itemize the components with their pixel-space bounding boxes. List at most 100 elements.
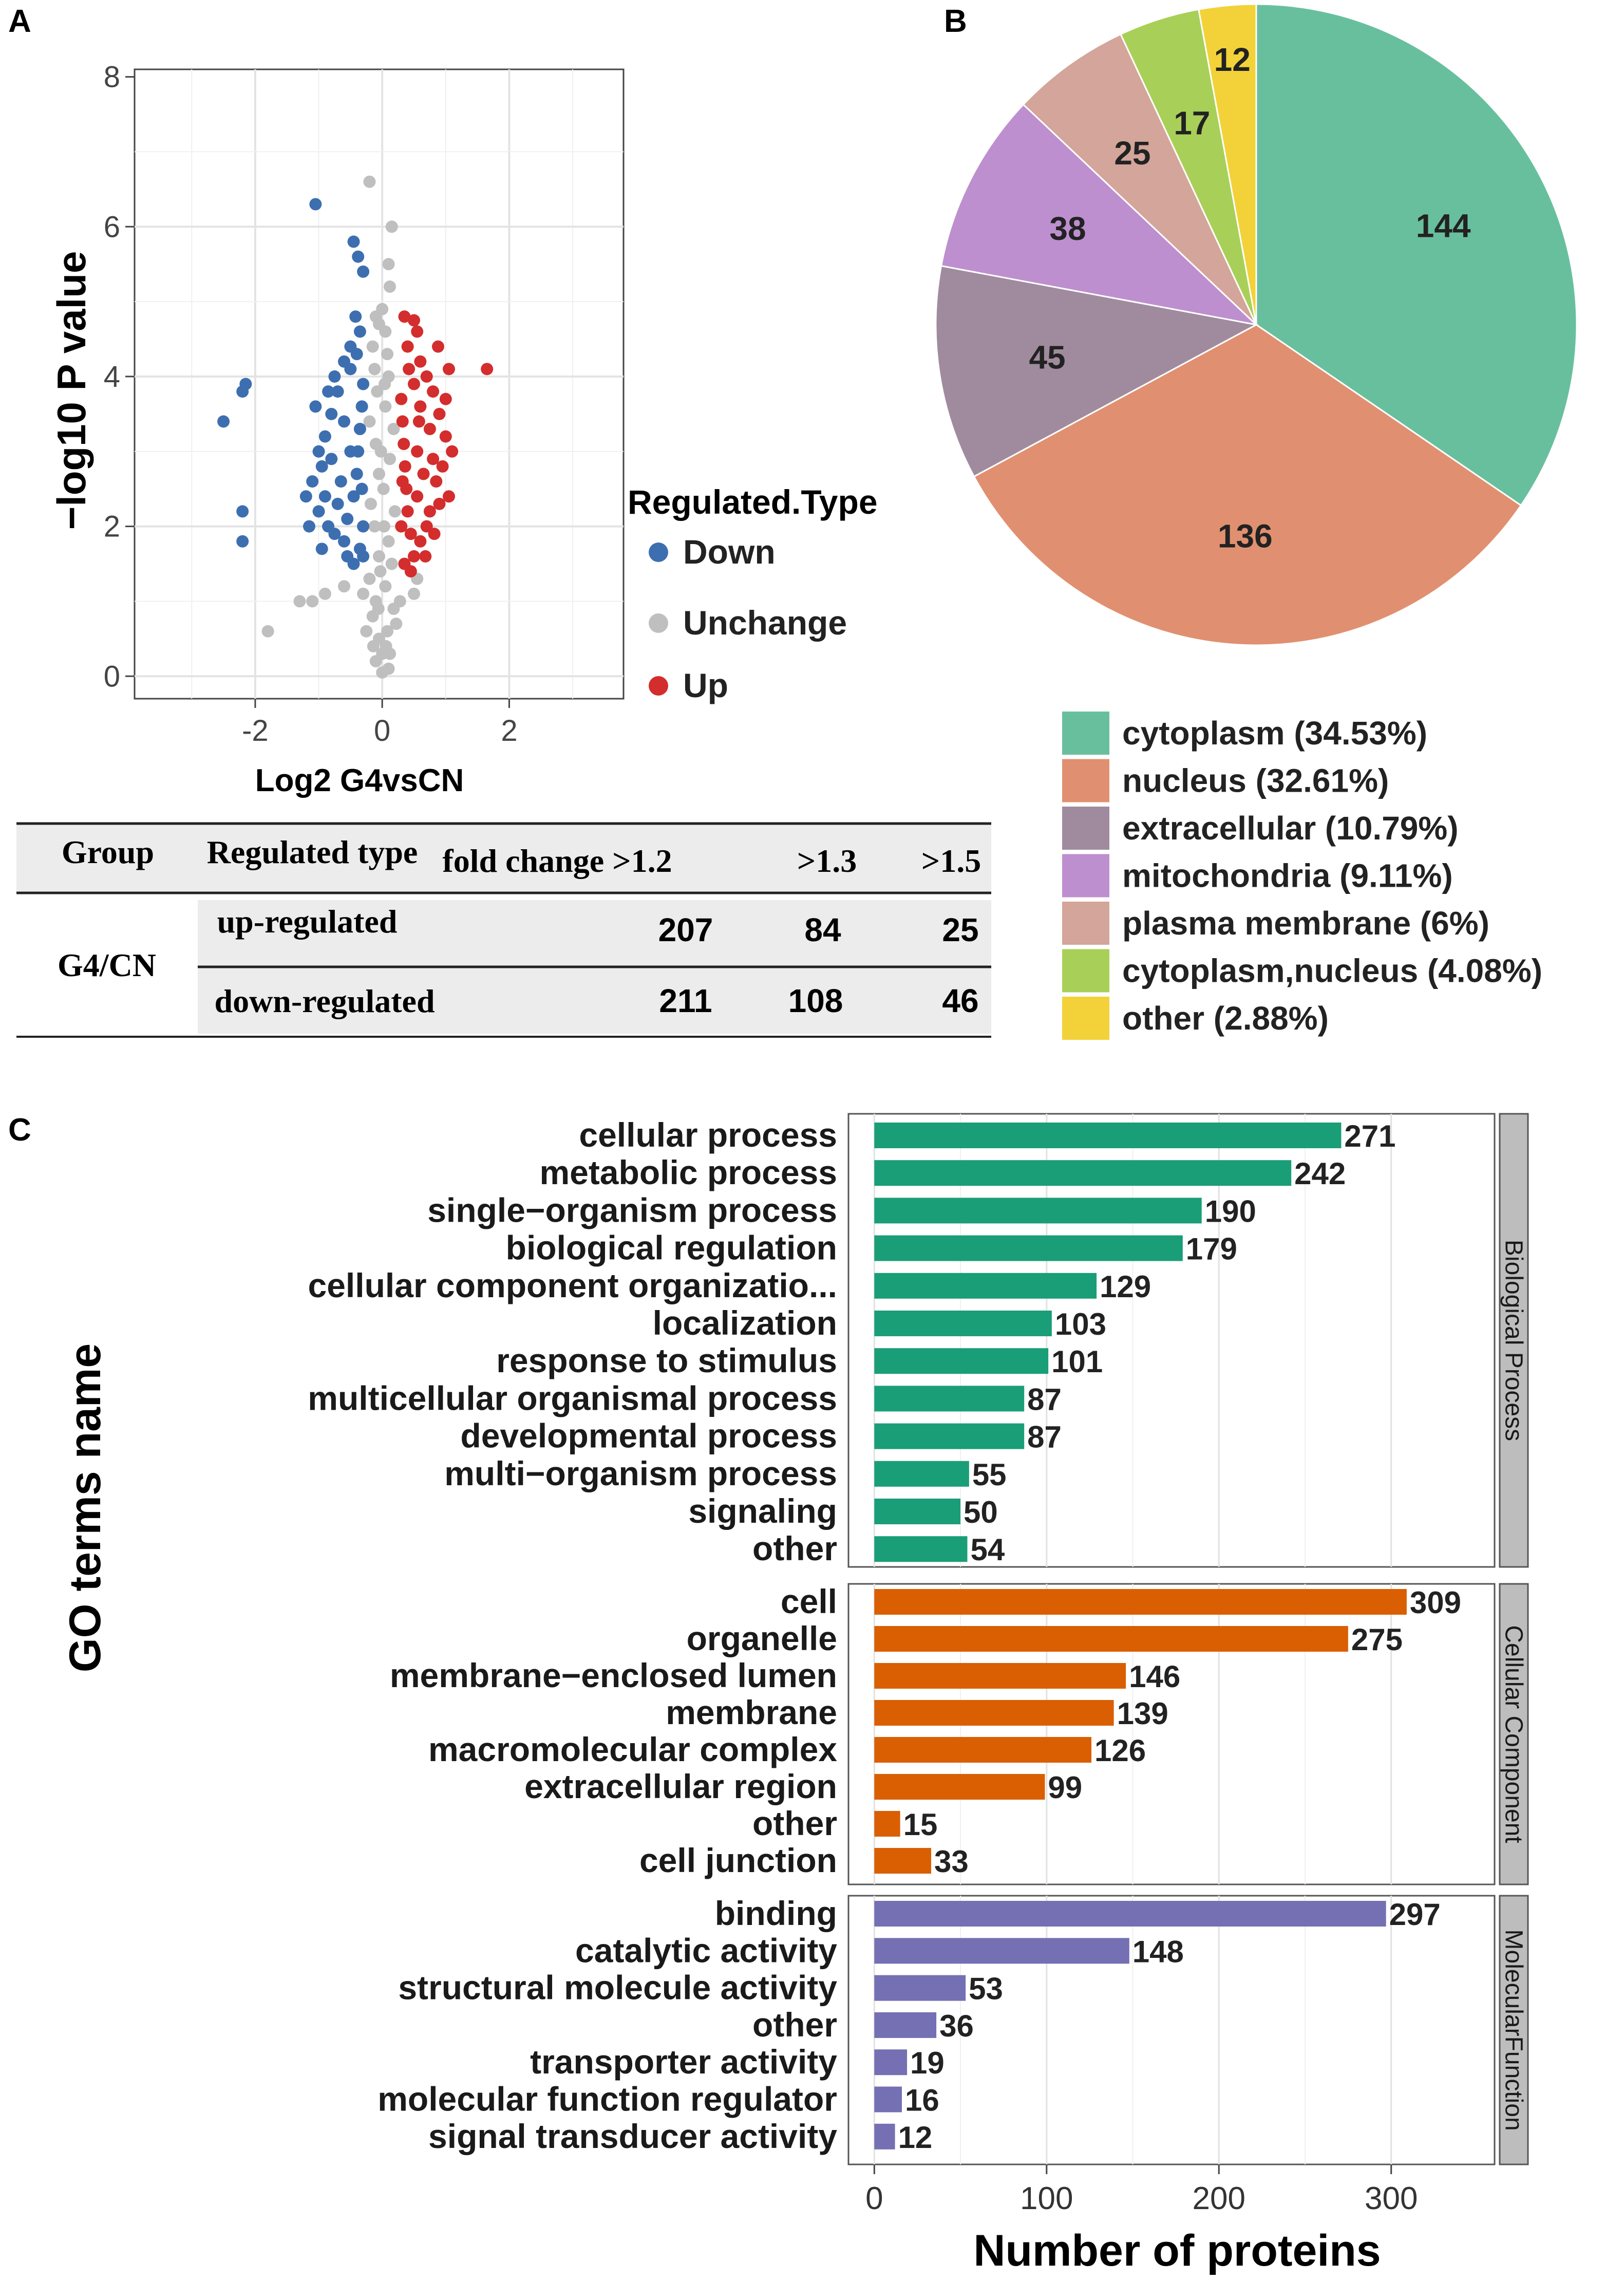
go-bar-value: 87 [1027,1382,1062,1416]
go-category-label: cellular component organizatio... [308,1266,837,1304]
go-bar-value: 242 [1294,1156,1346,1191]
pie-slices [935,3,1578,646]
volcano-point-up [427,453,440,465]
volcano-point-down [318,430,331,443]
volcano-legend-label-up: Up [683,666,728,704]
volcano-point-down [355,482,368,495]
go-bar-value: 179 [1186,1232,1237,1266]
table-header-fold-change-1-2: fold change >1.2 [442,843,672,879]
volcano-point-down [299,490,312,503]
volcano-point-up [398,310,411,323]
volcano-point-unchange [367,640,380,652]
volcano-point-unchange [379,580,392,593]
volcano-point-unchange [372,603,385,615]
volcano-point-down [349,310,362,323]
go-category-label: cell [781,1582,837,1620]
volcano-point-unchange [364,497,377,510]
volcano-point-unchange [382,535,395,548]
volcano-point-up [408,378,420,390]
go-x-tick-label: 200 [1193,2181,1245,2216]
table-group-label: G4/CN [58,947,156,983]
go-category-label: cellular process [579,1116,837,1154]
table-header-background [16,825,991,891]
volcano-point-up [420,520,433,533]
volcano-point-down [357,520,370,533]
volcano-point-up [412,415,425,428]
go-bar-biological-process [874,1123,1342,1148]
go-bar-cellular-component [874,1848,932,1874]
volcano-point-up [428,528,441,540]
volcano-point-unchange [360,625,373,638]
volcano-legend-label-unchange: Unchange [683,604,847,642]
pie-slice-label: 12 [1214,41,1251,78]
go-bar-value: 139 [1117,1696,1168,1731]
go-bar-biological-process [874,1536,968,1562]
go-x-tick-label: 100 [1020,2181,1073,2216]
volcano-point-down [322,385,335,398]
volcano-point-up [399,460,411,473]
volcano-plot: -2 0 2 0 2 4 6 8 Log2 G4vsCN −log10 P value Reg… [49,61,878,798]
go-bar-cellular-component [874,1811,900,1837]
go-bar-value: 297 [1389,1897,1441,1932]
go-bar-molecularfunction [874,1975,966,2001]
volcano-point-up [436,460,449,473]
volcano-point-down [353,325,366,338]
volcano-point-down [347,235,360,248]
volcano-point-unchange [261,625,274,638]
volcano-point-up [396,415,409,428]
pie-legend-key-extracellular [1062,807,1109,850]
table-cell-up-1-2: 207 [658,911,713,948]
go-bar-molecularfunction [874,2012,937,2038]
volcano-point-up [401,505,414,518]
volcano-point-up [443,363,455,376]
go-category-label: single−organism process [427,1191,837,1229]
pie-legend-key-plasma-membrane [1062,902,1109,945]
volcano-point-unchange [384,280,396,293]
go-bar-biological-process [874,1461,969,1487]
volcano-point-up [395,520,408,533]
volcano-point-up [396,475,409,488]
volcano-point-down [344,445,357,458]
go-bar-value: 103 [1055,1307,1106,1341]
go-bar-cellular-component [874,1626,1348,1652]
volcano-point-up [403,363,416,376]
pie-slice-label: 25 [1114,135,1150,172]
volcano-point-up [423,505,436,518]
go-bar-value: 309 [1410,1585,1461,1620]
go-category-label: metabolic process [539,1153,837,1191]
go-x-tick-label: 300 [1365,2181,1418,2216]
go-bar-value: 16 [905,2083,939,2118]
volcano-point-unchange [374,445,387,458]
volcano-point-down [303,520,315,533]
volcano-x-tick-label: -2 [242,714,269,747]
volcano-legend-key-up [649,676,668,696]
volcano-point-unchange [377,482,390,495]
pie-slice-cytoplasm [1255,3,1578,507]
pie-slice-plasma-membrane [1022,33,1257,326]
volcano-point-up [420,370,433,383]
go-category-label: extracellular region [524,1767,837,1805]
volcano-point-up [414,535,427,548]
volcano-point-unchange [306,595,319,608]
go-facet-strip-cellular-component [1499,1583,1529,1885]
volcano-point-unchange [381,348,394,361]
volcano-point-up [404,565,417,578]
go-category-label: structural molecule activity [398,1969,837,2007]
volcano-point-down [312,505,325,518]
volcano-point-unchange [387,423,400,435]
volcano-point-down [344,363,357,376]
volcano-point-up [401,340,414,353]
volcano-point-unchange [338,580,350,593]
go-facet-strip-molecularfunction [1499,1895,1529,2165]
volcano-point-up [481,363,494,376]
volcano-point-unchange [368,363,381,376]
go-facet-strip-biological-process [1499,1113,1529,1568]
go-bar-value: 275 [1351,1622,1403,1657]
go-bar-value: 33 [934,1844,969,1879]
volcano-point-down [309,400,322,413]
pie-legend-label: extracellular (10.79%) [1122,810,1459,847]
volcano-point-down [357,265,370,278]
volcano-point-unchange [363,572,376,585]
go-bar-cellular-component [874,1663,1126,1689]
go-bar-value: 129 [1100,1269,1151,1304]
